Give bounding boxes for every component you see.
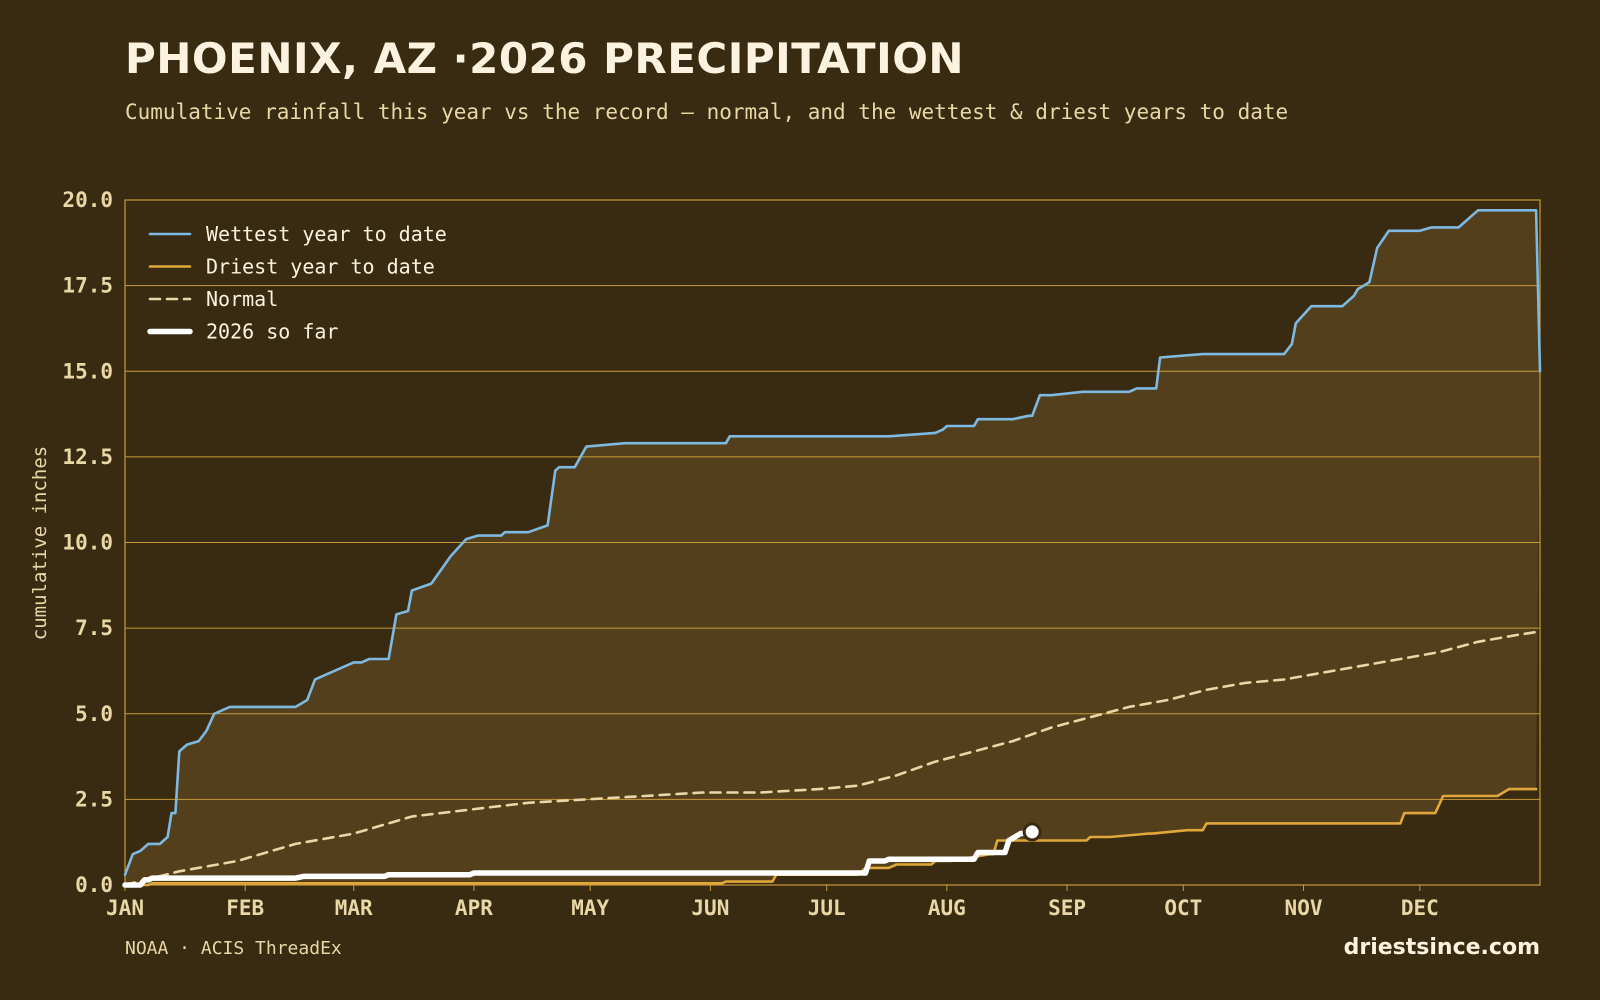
current-year-line [122, 829, 1035, 888]
y-axis-label: cumulative inches [29, 446, 51, 640]
legend-label: Wettest year to date [206, 222, 447, 246]
current-year-marker [1022, 822, 1042, 842]
x-tick-label: JAN [106, 896, 144, 920]
series-lines [122, 209, 1542, 888]
y-tick-label: 15.0 [62, 359, 113, 383]
x-tick-label: AUG [928, 896, 966, 920]
wettest-line [123, 209, 1542, 876]
legend: Wettest year to date Driest year to date N… [147, 222, 447, 344]
normal-line [123, 630, 1542, 887]
legend-label: Driest year to date [206, 255, 435, 279]
y-tick-label: 2.5 [75, 787, 113, 811]
source-credit: NOAA · ACIS ThreadEx [125, 938, 342, 959]
y-axis-ticks: 0.0 2.5 5.0 7.5 10.0 12.5 15.0 17.5 20.0 [62, 188, 113, 897]
x-axis-ticks: JAN FEB MAR APR MAY JUN JUL AUG SEP OCT NOV DEC [106, 885, 1439, 920]
x-tick-label: APR [455, 896, 493, 920]
y-tick-label: 0.0 [75, 873, 113, 897]
x-tick-label: SEP [1048, 896, 1086, 920]
y-tick-label: 17.5 [62, 274, 113, 298]
legend-label: 2026 so far [206, 320, 338, 344]
y-tick-label: 7.5 [75, 616, 113, 640]
page-subtitle: Cumulative rainfall this year vs the rec… [125, 100, 1289, 124]
x-tick-label: DEC [1401, 896, 1439, 920]
x-tick-label: MAR [335, 896, 373, 920]
x-tick-label: JUN [691, 896, 729, 920]
legend-label: Normal [206, 287, 278, 311]
y-tick-label: 10.0 [62, 531, 113, 555]
driest-line [123, 787, 1538, 887]
plot-frame [124, 199, 1541, 886]
x-tick-label: OCT [1164, 896, 1202, 920]
wettest-driest-band [125, 210, 1540, 886]
x-tick-label: FEB [226, 896, 264, 920]
y-tick-label: 20.0 [62, 188, 113, 212]
brand-link[interactable]: driestsince.com [1343, 935, 1540, 960]
y-tick-label: 5.0 [75, 702, 113, 726]
page-title: PHOENIX, AZ ·2026 PRECIPITATION [125, 34, 965, 83]
x-tick-label: MAY [571, 896, 609, 920]
x-tick-label: NOV [1285, 896, 1323, 920]
x-tick-label: JUL [808, 896, 846, 920]
y-tick-label: 12.5 [62, 445, 113, 469]
